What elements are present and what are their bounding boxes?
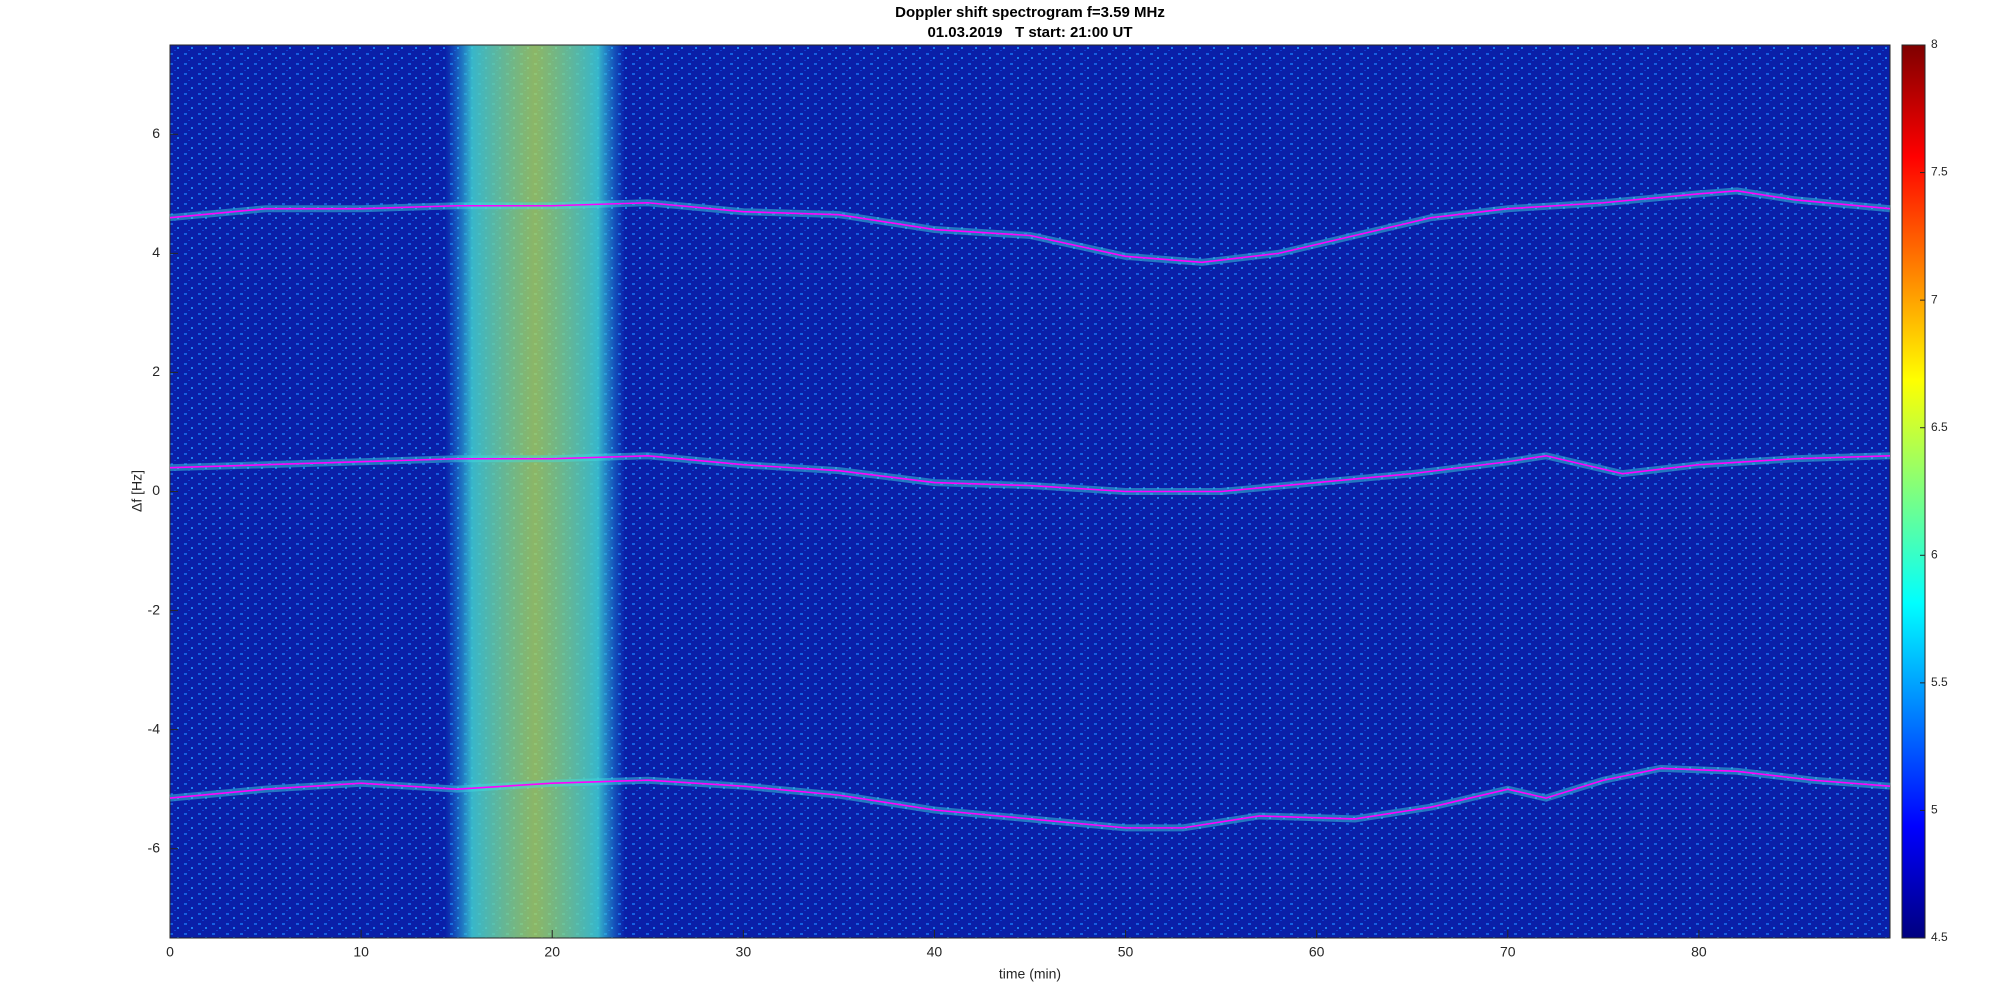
y-tick-label: -6 [148, 839, 161, 855]
chart-subtitle: 01.03.2019 T start: 21:00 UT [927, 24, 1132, 41]
x-axis-label: time (min) [999, 966, 1061, 982]
x-tick-label: 60 [1309, 944, 1325, 960]
y-tick-label: 6 [152, 125, 160, 141]
x-tick-label: 0 [166, 944, 174, 960]
x-tick-label: 50 [1118, 944, 1134, 960]
y-axis-label: Δf [Hz] [129, 470, 145, 512]
y-tick-label: 4 [152, 244, 160, 260]
y-tick-label: 0 [152, 482, 160, 498]
trace-line [169, 190, 1891, 264]
colorbar-tick-label: 6.5 [1931, 420, 1948, 434]
chart-title: Doppler shift spectrogram f=3.59 MHz [895, 4, 1165, 21]
trace-line [169, 767, 1891, 829]
y-tick-label: 2 [152, 363, 160, 379]
colorbar: 4.5 5 5.5 6 6.5 7 7.5 8 [1901, 37, 1948, 944]
colorbar-scale [1901, 44, 1926, 939]
x-tick-label: 70 [1500, 944, 1516, 960]
colorbar-tick-label: 7 [1931, 292, 1938, 306]
colorbar-tick-label: 5.5 [1931, 675, 1948, 689]
colorbar-tick-label: 4.5 [1931, 930, 1948, 944]
y-tick-label: -2 [148, 601, 161, 617]
colorbar-tick-label: 6 [1931, 547, 1938, 561]
x-tick-label: 80 [1691, 944, 1707, 960]
x-tick-label: 20 [544, 944, 560, 960]
trace-line [169, 454, 1891, 493]
noise-burst [445, 45, 625, 938]
y-tick-label: -4 [148, 720, 161, 736]
x-tick-label: 30 [736, 944, 752, 960]
colorbar-tick-label: 8 [1931, 37, 1938, 51]
plot-background [170, 45, 1890, 938]
colorbar-tick-label: 7.5 [1931, 165, 1948, 179]
x-tick-label: 40 [927, 944, 943, 960]
x-tick-label: 10 [353, 944, 369, 960]
colorbar-tick-label: 5 [1931, 803, 1938, 817]
